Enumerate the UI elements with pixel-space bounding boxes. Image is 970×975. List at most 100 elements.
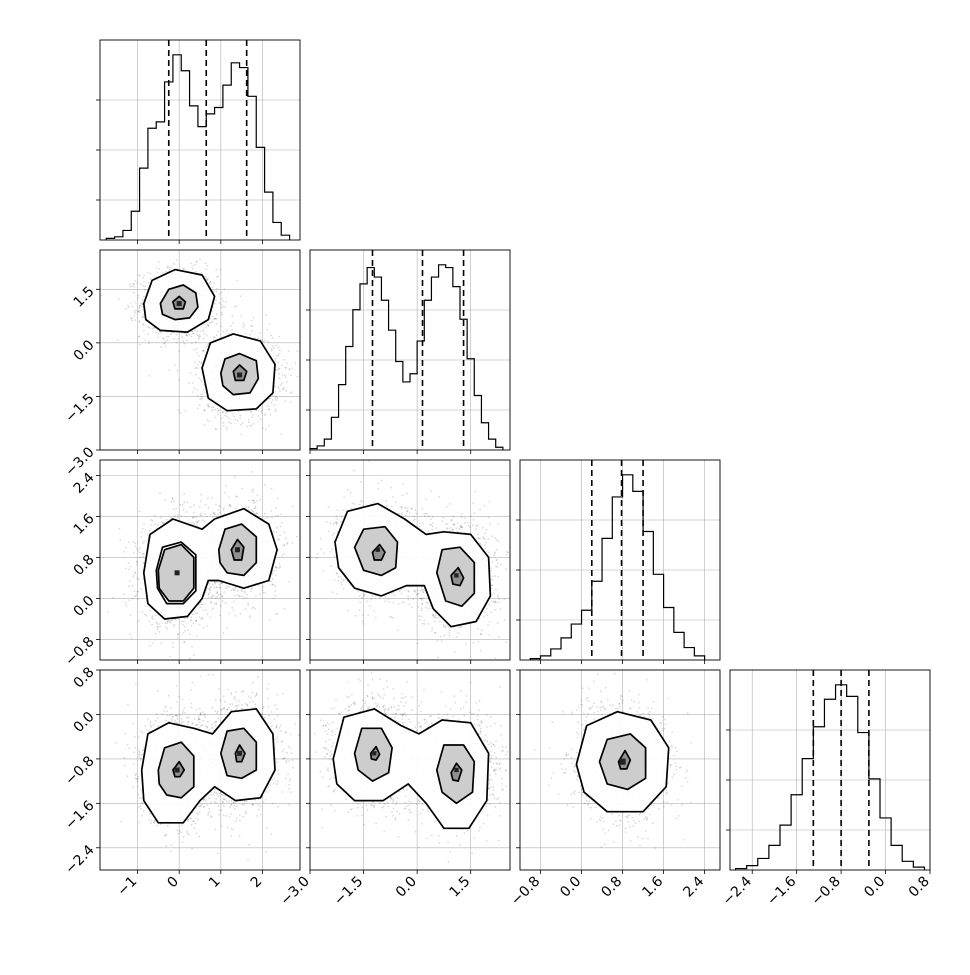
scatter-point [274,386,276,388]
scatter-point [265,340,267,342]
hist-p2-bin [623,475,633,660]
scatter-point [251,417,253,419]
scatter-point [142,528,144,530]
scatter-point [209,591,211,593]
hist-p3-xtick-label: −0.8 [809,874,844,909]
scatter-point [218,509,220,511]
scatter-point [295,362,297,364]
scatter-p1-p0-ytick-label: −3.0 [62,444,97,479]
hist-p3-bin [902,861,913,870]
scatter-point [225,485,227,487]
scatter-point [215,597,217,599]
scatter-point [183,501,185,503]
scatter-point [248,506,250,508]
scatter-point [275,360,277,362]
scatter-point [201,362,203,364]
scatter-point [144,289,146,291]
scatter-point [226,586,228,588]
scatter-point [253,502,255,504]
scatter-point [152,643,154,645]
scatter-point [177,517,179,519]
scatter-point [260,418,262,420]
scatter-point [143,523,145,525]
scatter-point [216,288,218,290]
hist-p1-bin [389,330,396,450]
scatter-point [193,654,195,656]
scatter-p2-p0-ytick-label: 0.0 [71,593,98,620]
scatter-point [195,620,197,622]
scatter-point [145,605,147,607]
scatter-point [143,541,145,543]
scatter-point [184,343,186,345]
scatter-point [175,508,177,510]
hist-p1-bin [453,287,460,450]
scatter-point [252,492,254,494]
scatter-point [140,588,142,590]
scatter-point [201,617,203,619]
scatter-point [231,329,233,331]
scatter-point [202,389,204,391]
hist-p2-bin [561,638,571,660]
scatter-point [135,595,137,597]
scatter-point [156,267,158,269]
scatter-point [206,335,208,337]
scatter-point [183,493,185,495]
scatter-point [296,536,298,538]
scatter-point [173,263,175,265]
scatter-point [130,318,132,320]
scatter-point [288,350,290,352]
scatter-point [186,339,188,341]
scatter-point [131,319,133,321]
scatter-point [185,410,187,412]
scatter-point [112,597,114,599]
scatter-point [282,374,284,376]
scatter-point [279,391,281,393]
hist-p0-bin [198,127,206,240]
scatter-point [210,601,212,603]
scatter-point [237,411,239,413]
scatter-point [208,405,210,407]
scatter-point [270,414,272,416]
scatter-point [136,578,138,580]
scatter-point [277,613,279,615]
scatter-point [137,295,139,297]
scatter-p1-p0-ytick-label: 1.5 [71,284,98,311]
scatter-point [236,305,238,307]
hist-p0 [96,40,300,244]
scatter-point [249,425,251,427]
scatter-point [202,609,204,611]
scatter-point [216,318,218,320]
scatter-point [187,629,189,631]
scatter-point [205,327,207,329]
scatter-point [262,592,264,594]
scatter-p1-p0-points [101,244,314,436]
scatter-point [140,302,142,304]
scatter-point [284,375,286,377]
scatter-point [234,477,236,479]
scatter-point [154,524,156,526]
scatter-point [212,512,214,514]
scatter-point [149,375,151,377]
scatter-point [178,379,180,381]
scatter-point [261,410,263,412]
scatter-point [149,530,151,532]
scatter-point [271,350,273,352]
scatter-point [151,624,153,626]
scatter-point [206,346,208,348]
scatter-point [195,374,197,376]
scatter-point [195,341,197,343]
scatter-point [290,401,292,403]
scatter-point [137,550,139,552]
scatter-point [218,294,220,296]
scatter-point [266,329,268,331]
scatter-point [143,553,145,555]
scatter-point [181,336,183,338]
scatter-point [135,280,137,282]
scatter-point [231,590,233,592]
scatter-point [162,522,164,524]
scatter-point [221,307,223,309]
scatter-point [172,646,174,648]
scatter-point [275,595,277,597]
scatter-point [170,333,172,335]
scatter-point [199,607,201,609]
